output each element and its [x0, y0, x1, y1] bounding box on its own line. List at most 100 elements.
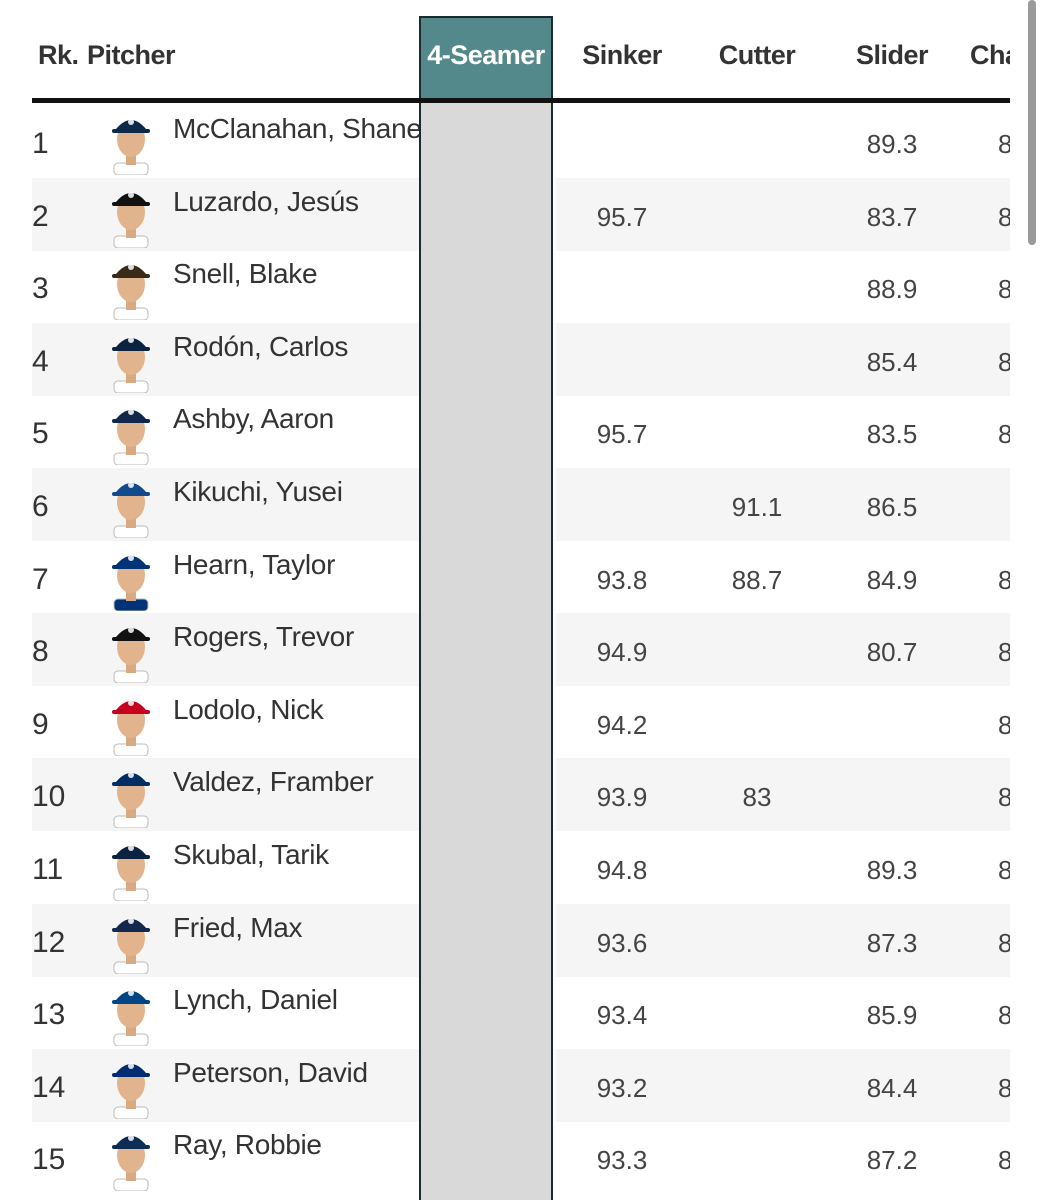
rank-cell: 5 [32, 417, 49, 451]
row-stripe [556, 177, 1010, 251]
player-headshot [112, 482, 150, 538]
rank-cell: 1 [32, 127, 49, 160]
player-headshot [112, 264, 150, 321]
pitcher-name[interactable]: McClanahan, Shane [173, 113, 422, 144]
rank-cell: 8 [32, 635, 49, 669]
changeup-value: 8 [998, 274, 1010, 305]
changeup-value: 8 [998, 709, 1010, 740]
changeup-value: 8 [998, 1145, 1010, 1176]
row-stripe [556, 1048, 1010, 1122]
slider-value: 85.9 [866, 1000, 918, 1031]
row-stripe [32, 322, 419, 396]
sinker-value: 95.7 [596, 201, 648, 232]
changeup-value: 8 [998, 855, 1010, 885]
player-headshot [112, 119, 150, 175]
sinker-value: 93.2 [596, 1072, 648, 1103]
header-rank[interactable]: Rk. [38, 40, 79, 70]
rank-cell: 7 [32, 562, 49, 596]
cutter-value: 88.7 [731, 564, 783, 595]
slider-value: 84.9 [866, 564, 918, 595]
changeup-value: 8 [998, 927, 1010, 958]
player-headshot [112, 627, 150, 684]
slider-value: 85.4 [866, 346, 918, 377]
slider-value: 83.7 [866, 201, 918, 232]
player-headshot [112, 699, 150, 756]
row-stripe [32, 903, 419, 977]
slider-value: 83.5 [866, 419, 918, 450]
sinker-value: 93.9 [596, 782, 648, 813]
row-stripe [556, 613, 1010, 687]
rank-cell: 10 [32, 780, 66, 814]
sinker-value: 94.9 [596, 637, 648, 668]
row-stripe [32, 613, 419, 687]
header-sinker[interactable]: Sinker [582, 40, 662, 70]
pitcher-name[interactable]: Valdez, Framber [173, 766, 374, 798]
row-stripe [32, 758, 419, 832]
pitcher-name[interactable]: Lynch, Daniel [173, 984, 338, 1016]
pitcher-name[interactable]: Fried, Max [173, 911, 303, 943]
header-cutter[interactable]: Cutter [718, 40, 796, 70]
header-pitcher[interactable]: Pitcher [87, 40, 176, 70]
fourseam-column-highlight [419, 16, 553, 1200]
slider-value: 87.3 [866, 927, 918, 958]
pitcher-name[interactable]: Lodolo, Nick [173, 693, 324, 725]
rank-cell: 13 [32, 998, 66, 1032]
rank-cell: 4 [32, 344, 49, 378]
row-stripe [32, 468, 419, 541]
scrollbar-thumb[interactable] [1028, 0, 1036, 245]
pitcher-name[interactable]: Snell, Blake [173, 258, 318, 290]
changeup-value: 8 [998, 782, 1010, 813]
changeup-value: 8 [998, 129, 1010, 159]
sinker-value: 93.3 [596, 1145, 648, 1176]
rank-cell: 6 [32, 490, 49, 523]
pitcher-name[interactable]: Ashby, Aaron [173, 403, 334, 435]
sinker-value: 94.2 [596, 709, 648, 740]
changeup-value: 8 [998, 346, 1010, 377]
player-headshot [112, 554, 150, 611]
header-slider[interactable]: Slider [855, 40, 929, 70]
player-headshot [112, 409, 150, 466]
changeup-value: 8 [998, 201, 1010, 232]
player-headshot [112, 990, 150, 1047]
row-stripe [556, 903, 1010, 977]
pitcher-name[interactable]: Peterson, David [173, 1056, 368, 1088]
player-headshot [112, 845, 150, 901]
rank-cell: 12 [32, 925, 66, 959]
slider-value: 87.2 [866, 1145, 918, 1176]
pitcher-name[interactable]: Rodón, Carlos [173, 330, 349, 362]
pitcher-name[interactable]: Hearn, Taylor [173, 548, 336, 580]
slider-value: 84.4 [866, 1072, 918, 1103]
fourseam-header-cell[interactable] [419, 16, 553, 98]
pitcher-name[interactable]: Skubal, Tarik [173, 839, 329, 870]
player-headshot [112, 1062, 150, 1119]
row-stripe [556, 468, 1010, 541]
rank-cell: 9 [32, 707, 49, 741]
rank-cell: 14 [32, 1070, 66, 1104]
changeup-value: 8 [998, 1072, 1010, 1103]
changeup-value: 8 [998, 419, 1010, 450]
header-fourseam[interactable]: 4-Seamer [427, 40, 545, 70]
pitcher-name[interactable]: Ray, Robbie [173, 1129, 322, 1161]
slider-value: 88.9 [866, 274, 918, 305]
sinker-value: 93.8 [596, 564, 648, 595]
rank-cell: 11 [32, 853, 64, 886]
sinker-value: 93.6 [596, 927, 648, 958]
player-headshot [112, 917, 150, 974]
row-stripe [32, 1048, 419, 1122]
player-headshot [112, 772, 150, 829]
changeup-value: 8 [998, 1000, 1010, 1031]
pitcher-name[interactable]: Kikuchi, Yusei [173, 476, 343, 507]
pitcher-name[interactable]: Rogers, Trevor [173, 621, 354, 653]
pitcher-name[interactable]: Luzardo, Jesús [173, 185, 359, 217]
cutter-value: 91.1 [731, 492, 783, 522]
header-changeup[interactable]: Cha [970, 40, 1010, 70]
slider-value: 89.3 [866, 129, 918, 159]
player-headshot [112, 191, 150, 248]
